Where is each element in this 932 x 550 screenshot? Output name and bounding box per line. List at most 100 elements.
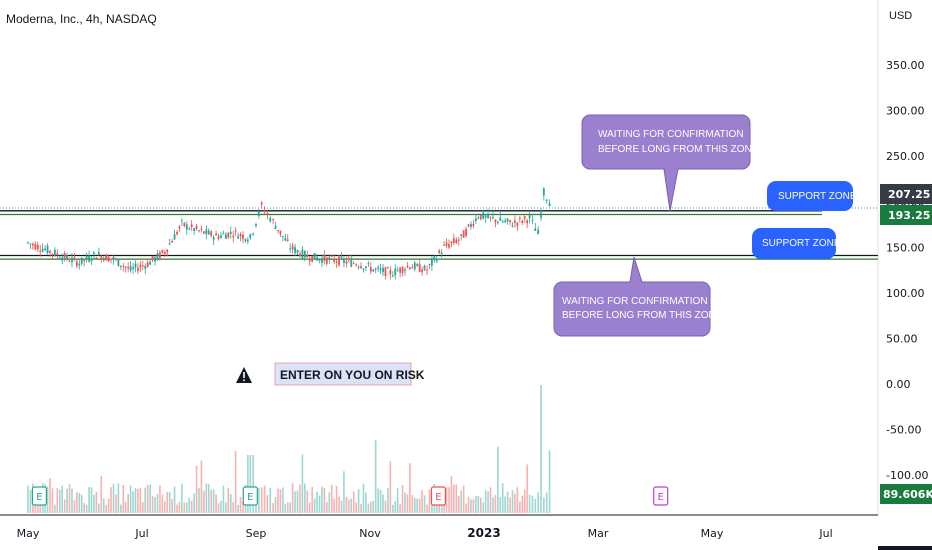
candle: [105, 253, 108, 261]
candle: [433, 255, 436, 263]
volume-bar: [188, 498, 191, 513]
support-zone-top[interactable]: SUPPORT ZONE: [767, 181, 857, 211]
volume-bar: [428, 489, 431, 513]
timeline-scroll[interactable]: [878, 546, 932, 550]
volume-bar: [58, 489, 61, 513]
volume-bar: [426, 504, 428, 513]
volume-bar: [340, 500, 343, 513]
candle: [100, 254, 103, 263]
candle: [462, 229, 465, 238]
candle: [296, 249, 299, 256]
volume-bar: [445, 487, 448, 513]
volume-bar: [355, 502, 357, 513]
volume-bar: [338, 496, 340, 513]
price-tag-current-label: 193.25: [888, 209, 930, 222]
volume-bar: [543, 497, 545, 513]
volume-bar: [330, 484, 333, 513]
volume-bar: [171, 499, 173, 513]
candle: [423, 264, 426, 272]
volume-bar: [166, 491, 169, 513]
candle: [144, 263, 147, 275]
volume-bar: [335, 485, 338, 513]
volume-bar: [494, 495, 497, 513]
volume-bar: [362, 483, 365, 513]
candle: [205, 225, 208, 240]
candle: [217, 233, 220, 241]
volume-bar: [409, 463, 411, 513]
volume-bar: [345, 496, 348, 513]
volume-bar: [284, 504, 287, 513]
candle: [183, 222, 186, 228]
volume-bar: [479, 497, 482, 513]
earnings-marker[interactable]: E: [242, 486, 258, 506]
candle: [501, 219, 504, 224]
volume-bar: [227, 488, 230, 513]
candle: [129, 260, 132, 273]
candle: [443, 241, 445, 246]
candle: [110, 258, 112, 264]
volume-bar: [282, 487, 284, 513]
volume-bar: [144, 487, 147, 513]
volume-bar: [534, 498, 537, 513]
volume-bar: [132, 491, 134, 513]
volume-bar: [511, 490, 514, 513]
earnings-marker[interactable]: E: [430, 486, 446, 506]
candle: [382, 263, 384, 277]
volume-bar: [229, 494, 232, 513]
callout-top[interactable]: WAITING FOR CONFIRMATION BEFORE LONG FRO…: [581, 114, 759, 212]
candle: [200, 225, 203, 233]
candle: [316, 254, 318, 262]
candle: [220, 231, 222, 239]
candle: [124, 266, 127, 273]
x-axis: May Jul Sep Nov 2023 Mar May Jul: [17, 526, 833, 540]
volume-bar: [220, 500, 222, 513]
volume-bar: [299, 484, 301, 513]
candle: [499, 212, 502, 221]
candle: [36, 241, 39, 253]
volume-bar: [168, 492, 171, 513]
candle: [97, 247, 100, 256]
risk-note[interactable]: ENTER ON YOU ON RISK: [274, 362, 425, 386]
candle: [545, 198, 548, 204]
candle: [482, 210, 485, 220]
volume-bar: [328, 492, 331, 513]
candle: [340, 252, 343, 260]
volume-bar: [71, 488, 73, 513]
volume-bar: [316, 491, 318, 513]
earnings-marker-label: E: [247, 492, 253, 503]
candle: [232, 231, 235, 243]
volume-bar: [56, 488, 59, 513]
candle: [506, 218, 509, 225]
y-tick-label: -100.00: [886, 469, 928, 482]
candle: [338, 254, 340, 267]
volume-bar: [526, 464, 528, 513]
x-tick-label: Jul: [818, 527, 832, 540]
volume-bar: [521, 495, 524, 513]
candle: [537, 226, 540, 235]
volume-bar: [304, 483, 306, 513]
callout-bottom[interactable]: WAITING FOR CONFIRMATION BEFORE LONG FRO…: [553, 256, 723, 337]
volume-bar: [352, 491, 355, 513]
candle: [73, 252, 76, 262]
volume-bar: [198, 488, 200, 513]
candle: [190, 219, 193, 231]
candle: [372, 268, 375, 273]
support-zone-bottom[interactable]: SUPPORT ZONE: [752, 228, 841, 259]
volume-bar: [291, 483, 294, 513]
volume-bar: [523, 489, 526, 513]
candle: [411, 263, 414, 269]
candle: [492, 212, 494, 220]
earnings-marker[interactable]: E: [31, 486, 48, 506]
earnings-marker[interactable]: E: [653, 486, 669, 506]
volume-bar: [360, 503, 362, 513]
candle: [161, 249, 164, 254]
earnings-marker-label: E: [658, 492, 664, 503]
volume-bar: [286, 502, 289, 513]
candle: [212, 235, 215, 246]
candle: [239, 232, 242, 242]
volume-bar: [384, 500, 387, 513]
candle: [151, 255, 154, 263]
candle: [406, 261, 409, 269]
